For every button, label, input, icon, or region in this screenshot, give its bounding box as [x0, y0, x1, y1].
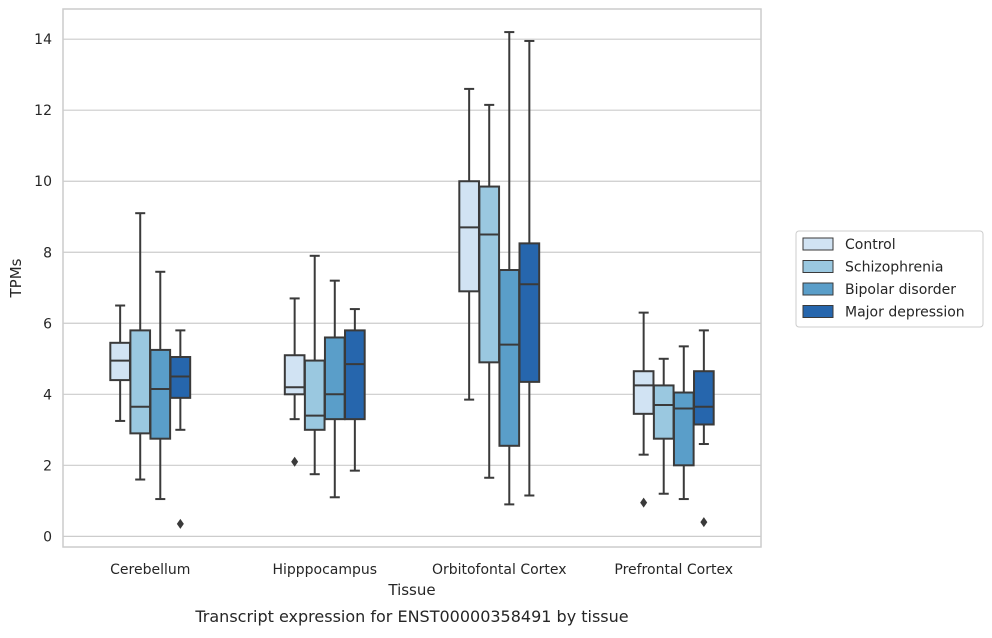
box	[283, 354, 306, 396]
legend: Control Schizophrenia Bipolar disorder Majo…	[795, 230, 984, 328]
x-axis-label: Tissue	[387, 581, 435, 599]
chart-title: Transcript expression for ENST0000035849…	[194, 607, 628, 626]
box-group	[129, 212, 152, 481]
box	[498, 269, 521, 447]
box	[652, 384, 675, 440]
y-axis-label: TPMs	[7, 258, 25, 298]
box	[672, 391, 695, 467]
box-group	[149, 270, 172, 501]
box-group	[478, 103, 501, 479]
y-tick-label: 12	[34, 103, 52, 119]
x-tick-label: Orbitofontal Cortex	[432, 562, 567, 578]
outlier-point	[640, 497, 648, 508]
box-group	[652, 357, 675, 495]
box	[149, 348, 172, 440]
legend-frame	[795, 230, 984, 328]
y-tick-label: 4	[43, 387, 52, 403]
legend-label: Bipolar disorder	[845, 282, 956, 298]
box	[478, 185, 501, 364]
legend-label: Schizophrenia	[845, 260, 943, 276]
x-tick-label: Hipppocampus	[272, 562, 377, 578]
box	[632, 370, 655, 415]
box	[323, 336, 346, 421]
box-plots	[109, 31, 715, 529]
box-group	[344, 308, 366, 472]
box-group	[109, 304, 131, 422]
box-group	[672, 345, 695, 501]
y-tick-label: 10	[34, 174, 52, 190]
outlier-point	[291, 456, 299, 467]
y-tick-label: 6	[43, 316, 52, 332]
y-axis-ticks: 0 2 4 6 8 10 12 14	[34, 32, 52, 545]
box-group	[458, 87, 480, 401]
box	[693, 370, 715, 426]
box	[303, 359, 326, 431]
outlier-point	[176, 518, 184, 529]
x-axis-ticks: Cerebellum Hipppocampus Orbitofontal Corte…	[110, 562, 733, 578]
box	[129, 329, 152, 435]
box-group	[518, 39, 541, 497]
box-group	[169, 329, 192, 529]
x-tick-label: Cerebellum	[110, 562, 190, 578]
legend-swatch	[802, 305, 834, 318]
legend-label: Control	[845, 237, 896, 253]
legend-swatch	[802, 237, 834, 251]
outlier-point	[700, 517, 708, 528]
box	[458, 180, 480, 293]
box-group	[323, 279, 346, 499]
y-tick-label: 14	[34, 32, 52, 48]
box	[344, 329, 366, 421]
y-tick-label: 2	[43, 458, 52, 474]
box-group	[693, 329, 715, 528]
grid-lines	[63, 38, 761, 537]
legend-swatch	[802, 260, 834, 273]
plot-frame	[62, 8, 762, 548]
legend-swatch	[802, 282, 834, 296]
y-tick-label: 0	[43, 529, 52, 545]
legend-label: Major depression	[845, 305, 965, 321]
box	[518, 242, 541, 383]
box-group	[303, 254, 326, 476]
box-group	[632, 311, 655, 508]
box-group	[283, 297, 306, 467]
box-group	[498, 31, 521, 506]
x-tick-label: Prefrontal Cortex	[614, 562, 733, 578]
y-tick-label: 8	[43, 245, 52, 261]
